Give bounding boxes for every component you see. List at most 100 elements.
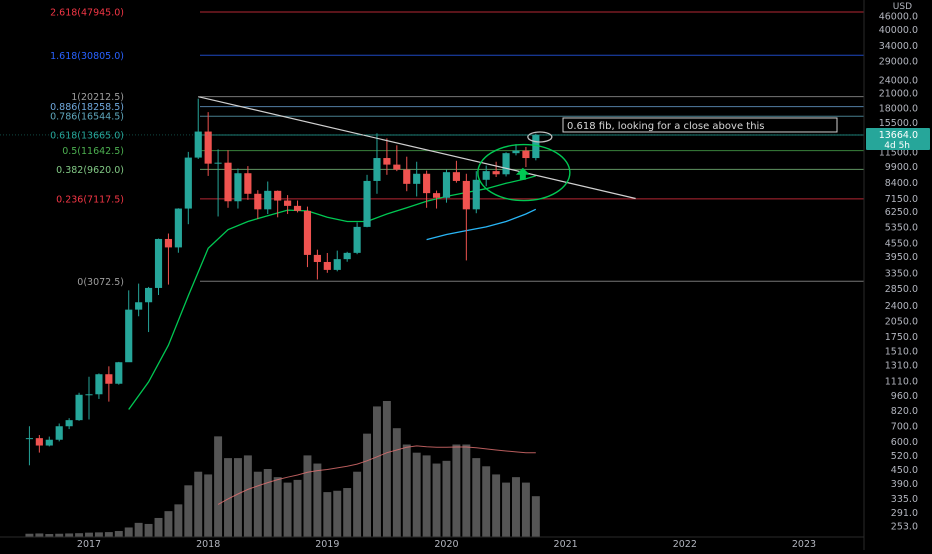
candle (293, 200, 302, 213)
price-tick-label: 29000.0 (879, 57, 918, 68)
candle (184, 151, 192, 225)
trendline[interactable] (198, 96, 636, 200)
candle-body (482, 171, 490, 180)
last-price-badge[interactable] (866, 127, 930, 150)
candle (154, 238, 163, 296)
volume-bar (333, 490, 342, 537)
price-tick-label: 4550.0 (885, 238, 918, 249)
volume-bar (204, 474, 213, 537)
annotation-text: 0.618 fib, looking for a close above thi… (567, 121, 765, 132)
candle-body (462, 180, 470, 210)
volume-bar (65, 533, 74, 537)
candle-body (293, 205, 302, 211)
price-tick-label: 450.0 (891, 465, 918, 476)
time-axis[interactable]: 2017 2018 2019 2020 2021 2022 2023 (0, 536, 864, 550)
candle (65, 418, 73, 430)
fib-level-label: 0.236(7117.5) (56, 194, 124, 205)
volume-bar (224, 458, 232, 537)
time-tick-label: 2023 (792, 539, 816, 550)
fib-level-label: 1(20212.5) (71, 92, 124, 103)
candle (224, 150, 232, 208)
price-tick-label: 8400.0 (885, 178, 918, 189)
candle-body (432, 193, 441, 198)
candle-body (174, 208, 182, 248)
candle (462, 173, 470, 261)
level-touch-ellipse[interactable] (527, 131, 553, 143)
highlight-ellipse[interactable] (477, 143, 571, 202)
candle-body (145, 287, 153, 303)
volume-bar (531, 496, 540, 537)
volume-bar (114, 531, 123, 537)
fib-level-label: 0.886(18258.5) (50, 102, 124, 113)
candle (403, 156, 411, 192)
volume-bar (184, 485, 193, 537)
candle (55, 423, 63, 442)
volume-bar (164, 511, 173, 537)
volume-bar (502, 482, 511, 537)
price-tick-label: 24000.0 (879, 75, 918, 86)
volume-bar (472, 458, 481, 537)
candle (274, 190, 282, 218)
candle-body (264, 190, 272, 210)
volume-bar (55, 533, 64, 537)
price-tick-label: 960.0 (891, 391, 918, 402)
candle (115, 361, 123, 385)
candle (214, 149, 222, 217)
candle (145, 286, 153, 333)
candle (423, 170, 431, 208)
candle-body (522, 150, 530, 159)
volume-bar (382, 401, 391, 537)
candle (522, 146, 530, 168)
trendline-line[interactable] (198, 96, 636, 200)
candle (323, 252, 331, 273)
moving-average-line (426, 208, 537, 241)
candle-body (254, 193, 262, 210)
price-tick-label: 1310.0 (885, 360, 918, 371)
price-tick-label: 1110.0 (885, 377, 918, 388)
fib-level-label: 1.618(30805.0) (50, 51, 124, 62)
annotation-box[interactable] (562, 117, 838, 133)
bar-countdown-label: 4d 5h (884, 141, 910, 151)
fib-level-label: 2.618(47945.0) (50, 7, 124, 18)
candle (472, 171, 480, 214)
volume-bar (134, 522, 143, 537)
volume-bar (94, 532, 103, 537)
volume-bars (25, 401, 540, 537)
price-tick-label: 2050.0 (885, 316, 918, 327)
volume-bar (243, 455, 252, 537)
candle (373, 133, 381, 194)
candle (512, 144, 520, 156)
fib-level-label: 0(3072.5) (77, 277, 124, 288)
price-tick-label: 7150.0 (885, 194, 918, 205)
price-tick-label: 291.0 (891, 508, 918, 519)
candle-body (423, 173, 431, 194)
markers[interactable] (477, 131, 571, 202)
price-tick-label: 3350.0 (885, 268, 918, 279)
price-tick-label: 390.0 (891, 479, 918, 490)
candle-body (383, 158, 391, 165)
price-tick-label: 9900.0 (885, 162, 918, 173)
volume-bar (442, 460, 451, 537)
candle (105, 366, 113, 402)
time-tick-label: 2018 (196, 539, 220, 550)
volume-bar (363, 433, 372, 537)
volume-bar (253, 471, 262, 537)
volume-bar (124, 527, 133, 537)
volume-bar (482, 466, 491, 537)
candle-body (313, 254, 321, 262)
candle-body (333, 259, 341, 270)
candle-body (532, 134, 540, 159)
volume-bar (512, 477, 520, 537)
volume-bar (462, 444, 471, 537)
candle (482, 165, 490, 187)
last-price-label: 13664.0 (879, 130, 918, 141)
candle-body (204, 131, 212, 164)
candle-body (413, 173, 421, 184)
annotation[interactable]: 0.618 fib, looking for a close above thi… (562, 117, 838, 133)
candle-body (154, 238, 163, 288)
candle-body (403, 169, 411, 184)
candle (303, 206, 312, 268)
